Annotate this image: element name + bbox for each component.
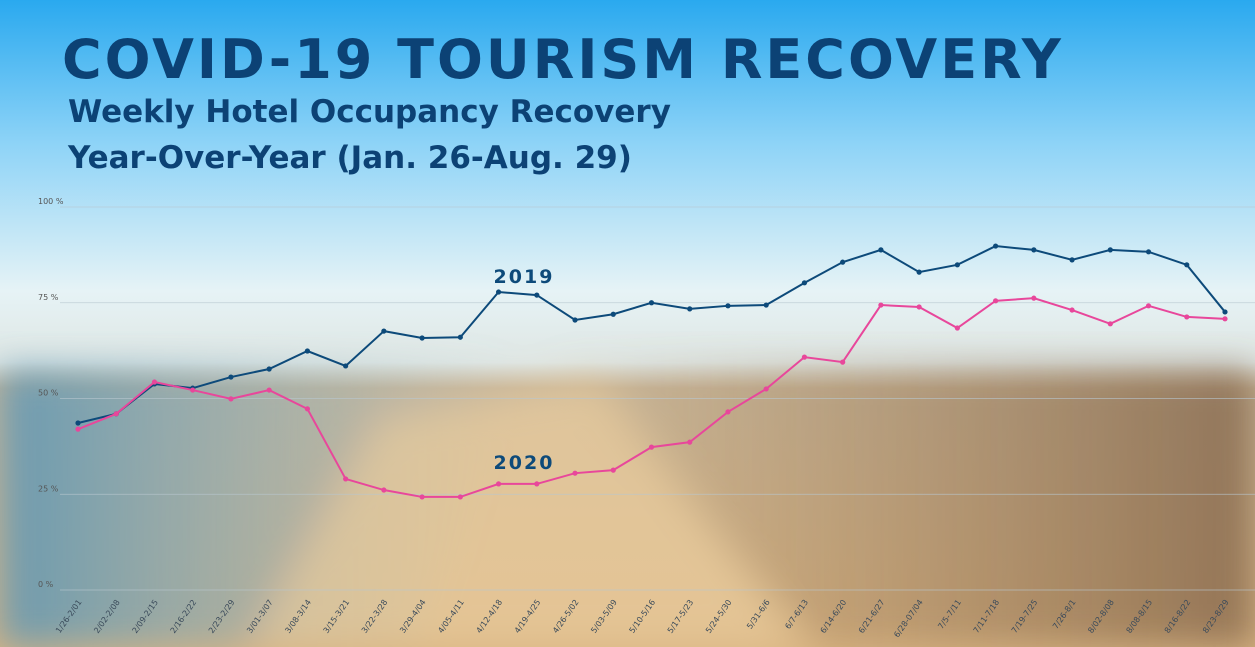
data-point [228, 396, 234, 402]
data-point [151, 379, 158, 385]
data-point [1145, 303, 1152, 309]
data-point [648, 300, 655, 306]
data-point [610, 311, 616, 317]
data-point [687, 439, 693, 445]
data-point [228, 374, 234, 380]
data-point [572, 470, 578, 476]
data-point [304, 406, 310, 412]
legend-label: 2020 [494, 452, 555, 474]
data-point [343, 363, 349, 369]
y-tick-label: 75 % [38, 293, 59, 302]
data-point [687, 306, 693, 312]
data-point [878, 247, 884, 253]
data-point [1107, 247, 1113, 253]
data-point [190, 387, 196, 393]
data-point [763, 386, 769, 392]
data-point [878, 302, 884, 308]
data-point [1031, 295, 1037, 301]
data-point [1222, 316, 1228, 322]
data-point [801, 354, 808, 360]
beach-scene [0, 360, 1255, 647]
data-point [572, 317, 578, 323]
data-point [954, 262, 960, 268]
data-point [916, 304, 922, 310]
y-tick-label: 100 % [38, 197, 64, 206]
data-point [534, 481, 540, 487]
data-point [1184, 314, 1190, 320]
data-point [113, 411, 119, 417]
data-point [75, 420, 81, 426]
data-point [840, 259, 846, 265]
data-point [954, 325, 960, 331]
data-point [725, 303, 731, 309]
data-point [534, 292, 540, 298]
data-point [381, 487, 387, 493]
data-point [840, 359, 846, 365]
data-point [763, 302, 769, 308]
data-point [1184, 262, 1190, 268]
data-point [801, 280, 808, 286]
chart-subtitle: Year-Over-Year (Jan. 26-Aug. 29) [67, 140, 632, 176]
data-point [993, 298, 999, 304]
y-tick-label: 50 % [38, 389, 59, 398]
data-point [457, 334, 463, 340]
data-point [495, 289, 502, 295]
chart-title: COVID-19 TOURISM RECOVERY [62, 28, 1064, 91]
data-point [75, 426, 81, 432]
chart-subtitle: Weekly Hotel Occupancy Recovery [68, 94, 671, 130]
data-point [266, 387, 272, 393]
data-point [266, 366, 272, 372]
data-point [610, 467, 616, 473]
data-point [1031, 247, 1037, 253]
data-point [304, 348, 310, 354]
data-point [381, 328, 387, 334]
data-point [419, 494, 425, 500]
data-point [495, 481, 502, 487]
data-point [419, 335, 425, 341]
y-tick-label: 25 % [38, 484, 59, 493]
data-point [1107, 321, 1113, 327]
data-point [648, 444, 655, 450]
data-point [457, 494, 463, 500]
legend-label: 2019 [494, 266, 555, 288]
data-point [916, 269, 922, 275]
data-point [993, 243, 999, 249]
y-tick-label: 0 % [38, 580, 54, 589]
data-point [1069, 257, 1075, 263]
data-point [343, 476, 349, 482]
data-point [725, 409, 731, 415]
data-point [1145, 249, 1152, 255]
data-point [1069, 307, 1075, 313]
data-point [1222, 309, 1228, 315]
